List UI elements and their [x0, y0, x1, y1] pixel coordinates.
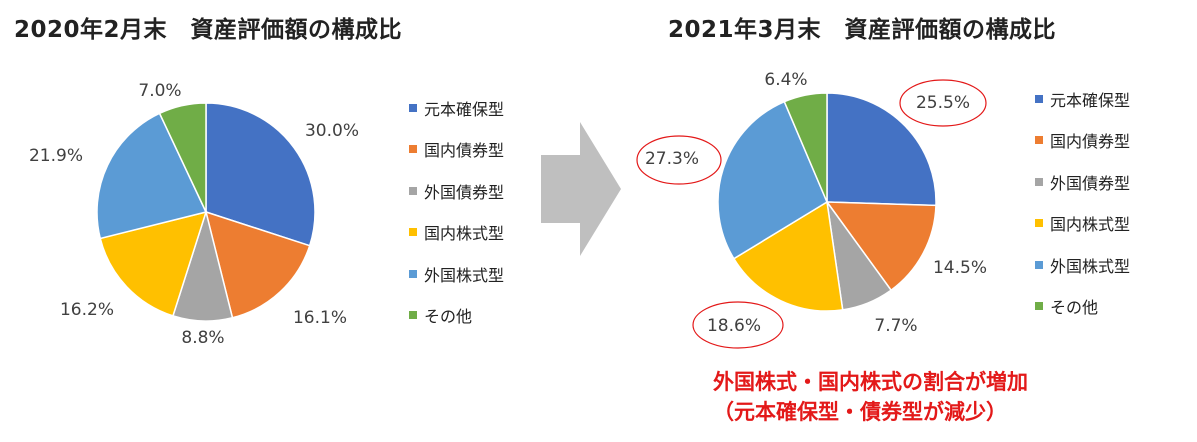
annotation-line-2: （元本確保型・債券型が減少） [713, 400, 1007, 424]
pie-slice-6 [783, 92, 828, 203]
pie-slice-2 [204, 210, 311, 319]
legend-swatch [409, 269, 417, 278]
pie-slice-1 [205, 102, 316, 247]
legend-label: 外国株式型 [1050, 256, 1131, 276]
legend-item: その他 [1035, 286, 1130, 328]
right-arrow-icon [541, 122, 621, 256]
legend-item: 元本確保型 [1035, 78, 1130, 120]
data-label: 30.0% [305, 121, 359, 141]
data-label: 25.5% [916, 93, 970, 113]
pie-slice-2 [825, 201, 937, 292]
data-label: 6.4% [764, 70, 807, 90]
pie-slice-4 [732, 200, 844, 312]
legend-item: 国内株式型 [409, 212, 504, 254]
data-label: 8.8% [181, 328, 224, 348]
legend-2020: 元本確保型国内債券型外国債券型国内株式型外国株式型その他 [409, 87, 504, 336]
legend-label: 国内債券型 [1050, 132, 1131, 152]
legend-item: 国内株式型 [1035, 203, 1130, 245]
legend-label: 外国債券型 [1050, 173, 1131, 193]
data-label: 7.0% [138, 81, 181, 101]
data-label: 7.7% [874, 316, 917, 336]
data-label: 18.6% [707, 316, 761, 336]
pie-slice-4 [99, 210, 208, 317]
pie-chart-2021: 25.5% 14.5% 7.7% 18.6% 27.3% 6.4% [636, 70, 987, 349]
data-label: 16.1% [293, 308, 347, 328]
data-label: 21.9% [29, 146, 83, 166]
legend-item: 国内債券型 [409, 129, 504, 171]
legend-label: 国内債券型 [424, 141, 505, 161]
legend-label: その他 [1050, 298, 1099, 318]
legend-swatch [409, 311, 417, 320]
legend-swatch [409, 145, 417, 154]
pie-slice-1 [826, 92, 937, 207]
legend-label: その他 [424, 307, 473, 327]
legend-swatch [1035, 302, 1043, 311]
legend-item: 外国債券型 [409, 170, 504, 212]
pie-slice-5 [717, 100, 828, 260]
legend-swatch [1035, 177, 1043, 186]
legend-item: その他 [409, 295, 504, 337]
legend-label: 国内株式型 [1050, 215, 1131, 235]
legend-label: 国内株式型 [424, 224, 505, 244]
data-label: 16.2% [60, 300, 114, 320]
legend-label: 元本確保型 [1050, 90, 1131, 110]
legend-item: 元本確保型 [409, 87, 504, 129]
highlight-circle [692, 301, 784, 349]
legend-swatch [1035, 136, 1043, 145]
pie-chart-2020: 30.0% 16.1% 8.8% 16.2% 21.9% 7.0% [29, 81, 359, 348]
pie-slice-5 [96, 112, 208, 240]
legend-swatch [1035, 219, 1043, 228]
data-label: 27.3% [645, 149, 699, 169]
data-label: 14.5% [933, 258, 987, 278]
legend-swatch [409, 228, 417, 237]
legend-swatch [409, 103, 417, 112]
chart-title-2021: 2021年3月末 資産評価額の構成比 [668, 17, 1057, 43]
legend-swatch [1035, 260, 1043, 269]
highlight-circle [636, 135, 722, 185]
legend-label: 外国債券型 [424, 182, 505, 202]
legend-swatch [1035, 94, 1043, 103]
legend-label: 元本確保型 [424, 99, 505, 119]
highlight-circle [899, 79, 987, 127]
legend-2021: 元本確保型国内債券型外国債券型国内株式型外国株式型その他 [1035, 78, 1130, 327]
legend-swatch [409, 186, 417, 195]
legend-item: 外国株式型 [1035, 244, 1130, 286]
annotation-line-1: 外国株式・国内株式の割合が増加 [713, 370, 1028, 394]
legend-item: 外国株式型 [409, 253, 504, 295]
legend-item: 外国債券型 [1035, 161, 1130, 203]
pie-slice-6 [158, 102, 207, 213]
chart-title-2020: 2020年2月末 資産評価額の構成比 [14, 17, 403, 43]
legend-item: 国内債券型 [1035, 120, 1130, 162]
legend-label: 外国株式型 [424, 265, 505, 285]
